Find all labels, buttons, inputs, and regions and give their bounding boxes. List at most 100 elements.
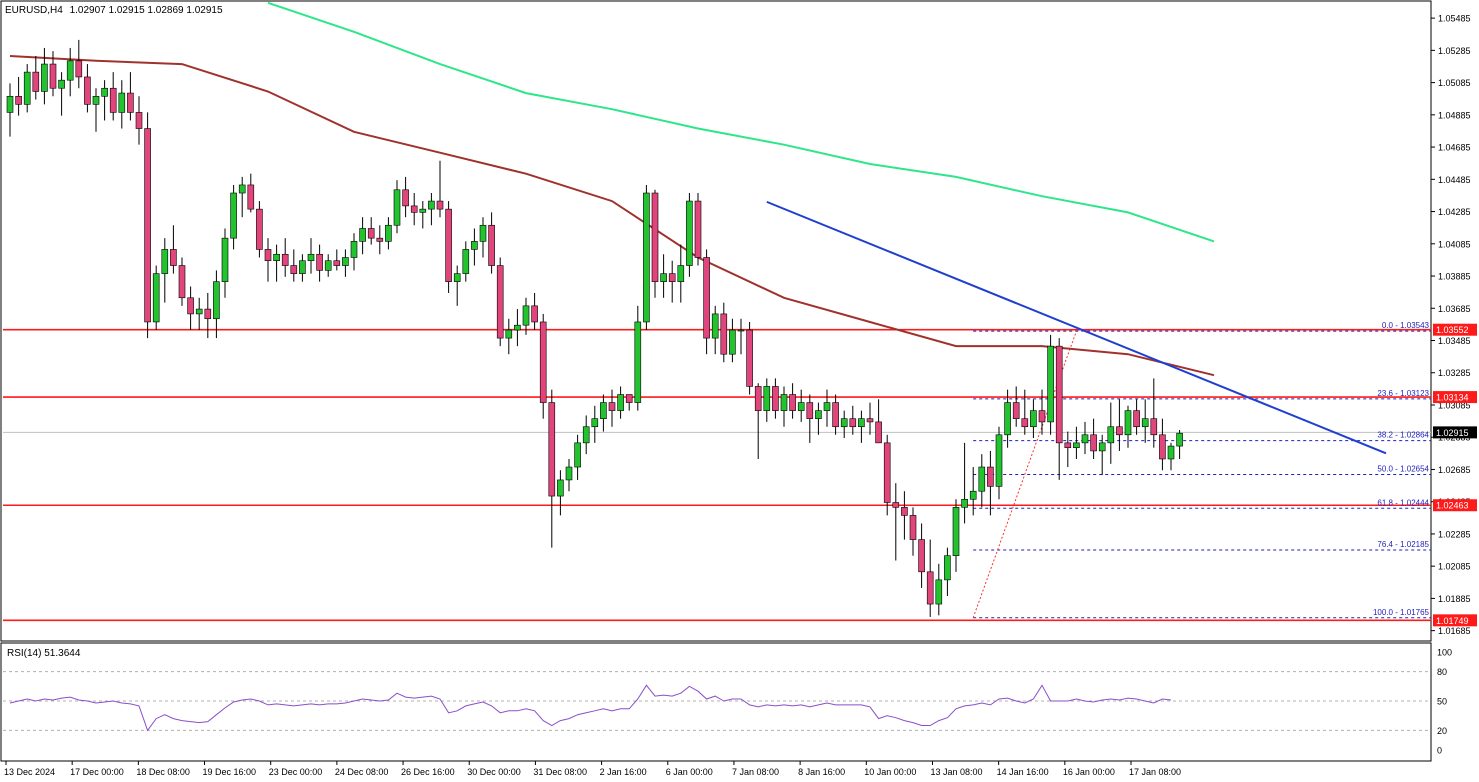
bullish-candle <box>1047 345 1054 423</box>
price-tick-label: 1.04285 <box>1438 207 1471 217</box>
rsi-tick-label: 50 <box>1437 697 1447 707</box>
time-tick-label: 13 Dec 2024 <box>4 767 55 777</box>
bearish-candle <box>204 308 212 320</box>
bearish-trendline <box>766 200 1387 455</box>
bullish-candle <box>1030 410 1037 428</box>
bullish-candle <box>213 281 220 320</box>
level-price-box <box>1433 391 1477 404</box>
bearish-candle <box>178 265 186 299</box>
bearish-candle <box>281 253 289 266</box>
bullish-candle <box>840 418 848 428</box>
time-tick-label: 17 Jan 08:00 <box>1129 767 1181 777</box>
level-price-label: 1.03552 <box>1436 325 1469 335</box>
bullish-candle <box>711 313 719 339</box>
bearish-candle <box>49 63 57 89</box>
bearish-candle <box>703 257 710 339</box>
price-axis: 1.05485 1.05285 1.05085 1.04885 1.04685 1.044… <box>1431 14 1477 636</box>
bullish-candle <box>230 192 237 239</box>
time-tick-label: 18 Dec 08:00 <box>136 767 190 777</box>
bullish-candle <box>677 265 685 282</box>
bullish-candle <box>1073 442 1080 448</box>
bearish-candle <box>720 313 728 355</box>
bearish-candle <box>918 539 925 573</box>
chart-ohlc: 1.02907 1.02915 1.02869 1.02915 <box>70 5 223 16</box>
bullish-candle <box>273 253 280 262</box>
bullish-candle <box>238 184 246 194</box>
bearish-candle <box>496 265 504 339</box>
fib-level-label: 100.0 - 1.01765 <box>1373 608 1430 617</box>
price-tick-label: 1.02085 <box>1438 562 1471 572</box>
rsi-tick-label: 80 <box>1437 667 1447 677</box>
bullish-candle <box>978 466 986 492</box>
bullish-candle <box>359 228 366 242</box>
bullish-candle <box>221 237 229 282</box>
bullish-candle <box>462 249 470 274</box>
bullish-candle <box>505 329 513 339</box>
time-tick-label: 16 Jan 00:00 <box>1063 767 1115 777</box>
bearish-candle <box>651 192 659 282</box>
bullish-candle <box>660 273 667 282</box>
bullish-candle <box>428 200 435 210</box>
price-tick-label: 1.04685 <box>1438 143 1471 153</box>
bullish-candle <box>6 95 14 113</box>
bearish-candle <box>256 208 263 250</box>
price-tick-label: 1.03085 <box>1438 400 1471 410</box>
level-price-box <box>1433 614 1477 627</box>
fib-level-label: 50.0 - 1.02654 <box>1377 464 1429 473</box>
bearish-candle <box>84 76 91 105</box>
price-tick-label: 1.05285 <box>1438 46 1471 56</box>
bullish-candle <box>522 305 530 326</box>
fibonacci-retracement[interactable]: 0.0 - 1.03543 23.6 - 1.03123 38.2 - 1.0286… <box>972 321 1431 619</box>
bullish-candle <box>307 253 315 262</box>
chart-symbol: EURUSD,H4 <box>5 5 63 16</box>
bearish-candle <box>75 60 83 78</box>
price-tick-label: 1.03485 <box>1438 336 1471 346</box>
bullish-candle <box>393 189 401 226</box>
bullish-candle <box>1081 434 1089 444</box>
bearish-candle <box>892 502 900 508</box>
rsi-panel: 100 80 50 20 0 <box>3 648 1452 756</box>
horizontal-levels <box>3 328 1431 622</box>
current-price-label: 1.02915 <box>1436 428 1469 438</box>
rsi-title: RSI(14) 51.3644 <box>7 648 81 659</box>
moving-average-fast-line <box>9 55 1215 377</box>
fib-level-label: 23.6 - 1.03123 <box>1377 389 1429 398</box>
bullish-candle <box>195 308 203 315</box>
bullish-candle <box>995 434 1003 487</box>
bearish-candle <box>1159 434 1166 460</box>
bearish-candle <box>187 297 194 315</box>
bullish-candle <box>780 394 788 411</box>
bearish-candle <box>436 200 444 210</box>
trendline-group[interactable] <box>766 200 1387 455</box>
bearish-candle <box>625 394 633 403</box>
fib-level-label: 38.2 - 1.02864 <box>1377 431 1429 440</box>
bullish-candle <box>600 402 607 419</box>
bearish-candle <box>772 386 779 411</box>
price-tick-label: 1.03685 <box>1438 304 1471 314</box>
bullish-candle <box>92 95 100 105</box>
bearish-candle <box>754 386 762 411</box>
bullish-candle <box>1176 432 1183 447</box>
chart-header: EURUSD,H4 1.02907 1.02915 1.02869 1.0291… <box>5 5 223 16</box>
price-tick-label: 1.03285 <box>1438 368 1471 378</box>
price-tick-label: 1.01685 <box>1438 626 1471 636</box>
price-tick-label: 1.05085 <box>1438 78 1471 88</box>
bullish-candle <box>324 260 332 271</box>
level-price-label: 1.02463 <box>1436 501 1469 511</box>
time-tick-label: 31 Dec 08:00 <box>533 767 587 777</box>
bullish-candle <box>823 402 831 411</box>
time-tick-label: 23 Dec 00:00 <box>269 767 323 777</box>
bearish-candle <box>849 418 857 428</box>
bearish-candle <box>909 515 917 540</box>
bullish-candle <box>58 79 65 89</box>
bullish-candle <box>118 92 126 113</box>
bullish-candle <box>952 507 960 556</box>
bullish-candle <box>969 490 977 500</box>
moving-average-slow-line <box>267 1 1215 243</box>
bullish-candle <box>1004 402 1011 436</box>
bullish-candle <box>479 224 487 242</box>
price-tick-label: 1.04485 <box>1438 175 1471 185</box>
rsi-tick-label: 20 <box>1437 726 1447 736</box>
